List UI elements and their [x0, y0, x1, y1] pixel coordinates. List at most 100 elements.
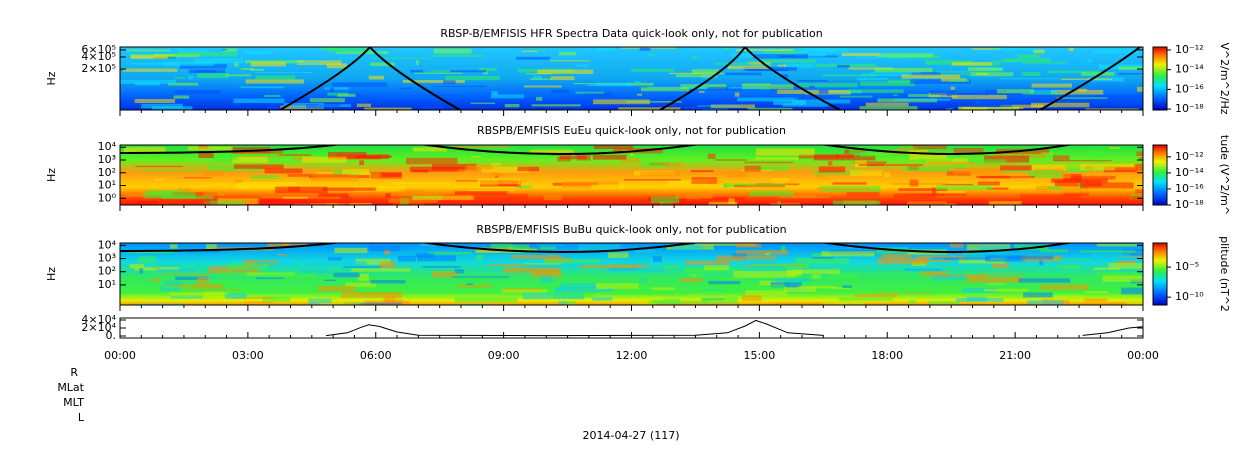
spectrogram-texture — [735, 49, 794, 52]
spectrogram-texture — [1135, 189, 1143, 194]
spectrogram-texture — [962, 107, 1024, 109]
spectrogram-texture — [796, 53, 826, 57]
spectrogram-texture — [955, 298, 1004, 302]
spectrogram-texture — [1118, 72, 1143, 75]
spectrogram-texture — [793, 258, 850, 264]
spectrogram-texture — [267, 273, 316, 279]
spectrogram-texture — [919, 151, 953, 153]
spectrogram-texture — [575, 91, 605, 94]
y-tick-label: 2×10⁵ — [81, 62, 116, 75]
colorbar-label: V^2/m^2/Hz — [1218, 42, 1231, 114]
spectrogram-texture — [537, 69, 594, 74]
spectrogram-texture — [129, 263, 145, 269]
spectrogram-texture — [935, 185, 994, 190]
spectrogram-texture — [743, 258, 797, 263]
spectrogram-texture — [1117, 255, 1143, 258]
spectrogram-texture — [715, 159, 747, 161]
spectrogram-texture — [893, 98, 951, 101]
spectrogram-texture — [558, 301, 568, 305]
spectrogram-texture — [595, 283, 639, 289]
spectrogram-texture — [502, 289, 547, 293]
spectrogram-texture — [746, 165, 789, 171]
spectrogram-texture — [752, 263, 809, 266]
spectrogram-texture — [727, 65, 770, 70]
spectrogram-texture — [926, 158, 968, 165]
spectrogram-texture — [337, 93, 356, 97]
x-tick-label: 18:00 — [871, 349, 903, 362]
spectrogram-texture — [194, 58, 244, 64]
spectrogram-texture — [714, 62, 755, 65]
spectrogram-texture — [917, 255, 966, 260]
spectrogram-texture — [1134, 163, 1143, 168]
spectrogram-texture — [846, 89, 904, 93]
spectrogram-texture — [620, 157, 640, 163]
spectrogram-texture — [128, 251, 175, 254]
spectrogram-texture — [277, 253, 288, 256]
colorbar-tick-label: 10⁻¹² — [1175, 150, 1204, 163]
spectrogram-texture — [423, 94, 464, 96]
spectrogram-texture — [188, 69, 226, 74]
spectrogram-texture — [549, 60, 591, 62]
spectrogram-texture — [846, 191, 880, 197]
spectrogram-texture — [918, 158, 953, 162]
colorbar-tick-label: 10⁻¹⁶ — [1175, 182, 1204, 195]
row-label: R — [70, 366, 78, 379]
spectrogram-texture — [1080, 163, 1137, 171]
spectrogram-texture — [1041, 152, 1053, 154]
spectrogram-texture — [744, 165, 761, 172]
spectrogram-texture — [925, 60, 973, 65]
spectrogram-texture — [734, 184, 786, 188]
spectrogram-texture — [1000, 78, 1059, 80]
spectrogram-texture — [487, 264, 537, 266]
spectrogram-texture — [136, 200, 159, 205]
spectrogram-texture — [410, 69, 424, 73]
spectrogram-texture — [468, 254, 526, 261]
spectrogram-texture — [958, 257, 1005, 264]
data-line — [325, 319, 1143, 337]
spectrogram-texture — [398, 255, 416, 262]
spectrogram-texture — [742, 294, 762, 301]
spectrogram-texture — [473, 193, 528, 200]
spectrogram-texture — [691, 176, 718, 184]
spectrogram-texture — [865, 102, 909, 107]
spectrogram-texture — [1050, 89, 1104, 95]
spectrogram-texture — [1020, 194, 1081, 201]
spectrogram-texture — [251, 174, 280, 180]
spectrogram-texture — [175, 276, 209, 281]
spectrogram-texture — [888, 79, 915, 83]
spectrogram-texture — [981, 163, 1019, 165]
spectrogram-texture — [503, 266, 560, 273]
spectrogram-texture — [509, 244, 530, 252]
spectrogram-texture — [725, 72, 762, 76]
spectrogram-texture — [392, 203, 425, 205]
spectrogram-texture — [691, 69, 719, 74]
date-label: 2014-04-27 (117) — [582, 429, 679, 442]
spectrogram-texture — [1068, 47, 1074, 51]
spectrogram-texture — [231, 297, 274, 299]
x-tick-label: 00:00 — [1127, 349, 1159, 362]
spectrogram-texture — [345, 282, 377, 288]
spectrogram-texture — [770, 202, 801, 205]
spectrogram-texture — [668, 72, 724, 75]
spectrogram-texture — [755, 157, 799, 160]
spectrogram-texture — [1031, 83, 1072, 88]
density-curve — [279, 47, 1141, 110]
spectrogram-texture — [972, 102, 1013, 108]
spectrogram-texture — [457, 285, 492, 288]
spectrogram-texture — [1105, 272, 1127, 275]
spectrogram-texture — [832, 182, 867, 185]
spectrogram-texture — [1081, 302, 1133, 305]
spectrogram-texture — [307, 196, 353, 202]
panel-title: RBSPB/EMFISIS BuBu quick-look only, not … — [476, 223, 786, 236]
spectrogram-texture — [413, 196, 475, 200]
spectrogram-texture — [260, 197, 318, 204]
spectrogram-texture — [243, 301, 273, 304]
spectrogram-texture — [490, 94, 525, 99]
spectrogram-texture — [1102, 275, 1143, 282]
spectrogram-texture — [445, 75, 500, 81]
spectrogram-texture — [1051, 178, 1108, 183]
spectrogram-texture — [942, 183, 973, 186]
spectrogram-texture — [986, 187, 1009, 190]
spectrogram-texture — [949, 243, 964, 248]
spectrogram-texture — [1056, 97, 1108, 99]
